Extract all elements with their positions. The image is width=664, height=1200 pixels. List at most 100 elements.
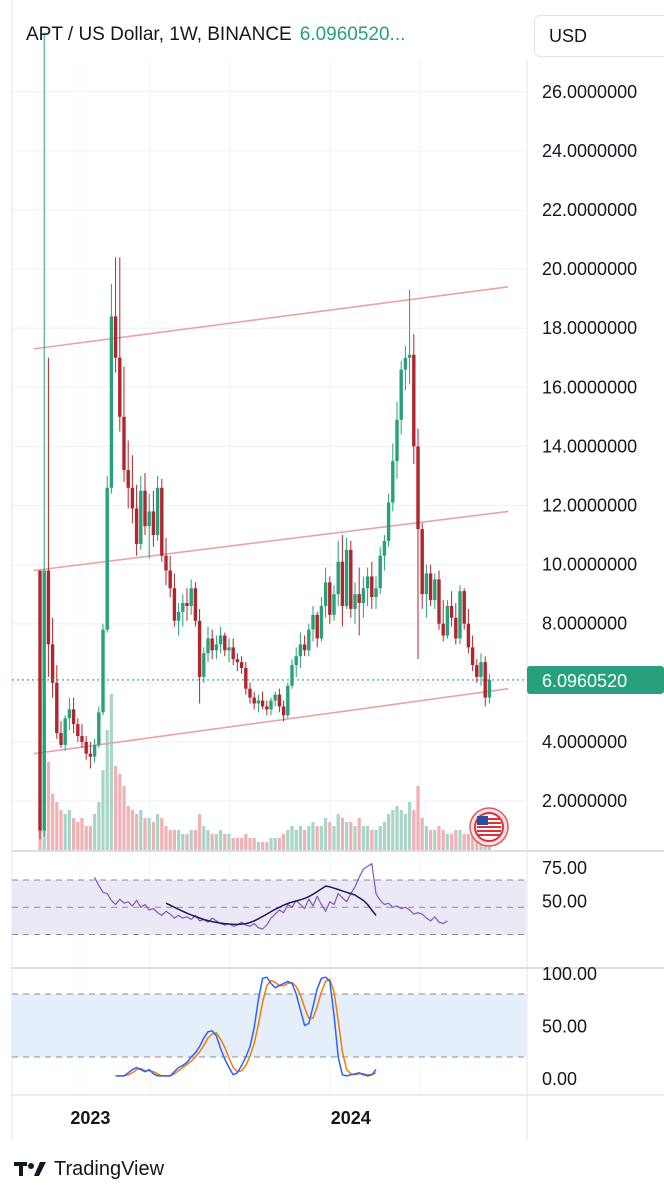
candle-body xyxy=(109,316,114,488)
candle-body xyxy=(113,316,118,358)
currency-unit-button[interactable]: USD xyxy=(534,15,664,57)
candle xyxy=(382,535,387,571)
stoch-axis-label: 100.00 xyxy=(542,964,597,984)
candle-body xyxy=(386,502,391,541)
flag-stripe-icon xyxy=(477,830,501,832)
candle-body xyxy=(84,741,88,754)
candle-body xyxy=(311,614,315,630)
volume-bar xyxy=(349,822,353,850)
volume-bar xyxy=(59,810,63,850)
candle xyxy=(185,588,189,621)
candle xyxy=(483,656,487,707)
candle xyxy=(239,656,244,674)
brand-name: TradingView xyxy=(54,1158,165,1180)
candle xyxy=(50,617,55,698)
candle xyxy=(336,540,340,606)
candle xyxy=(298,632,303,669)
candle-body xyxy=(294,656,298,666)
candle xyxy=(42,32,46,837)
candle-body xyxy=(361,588,366,604)
volume-bar xyxy=(223,834,227,850)
candle-body xyxy=(97,712,101,745)
candle xyxy=(428,564,433,606)
stoch-k-line xyxy=(115,976,377,1077)
volume-bar xyxy=(370,830,374,850)
channel-trendline xyxy=(33,687,509,755)
candle xyxy=(143,472,147,536)
candle-body xyxy=(302,644,307,651)
volume-bar xyxy=(366,826,370,850)
candle xyxy=(286,682,290,719)
candle-body xyxy=(155,487,160,536)
candle xyxy=(449,591,454,627)
candle xyxy=(218,626,223,654)
volume-bar xyxy=(378,826,382,850)
volume-bar xyxy=(126,806,130,850)
candle xyxy=(391,443,395,512)
candle-body xyxy=(466,623,471,648)
candle-body xyxy=(344,549,349,606)
candle xyxy=(67,697,72,731)
candle xyxy=(378,546,382,595)
volume-bar xyxy=(139,810,143,850)
price-axis-label: 8.0000000 xyxy=(542,614,627,634)
candle xyxy=(395,402,399,479)
candle-body xyxy=(92,744,97,757)
candle-body xyxy=(42,570,46,831)
stoch-axis-label: 50.00 xyxy=(542,1017,587,1037)
candle-body xyxy=(407,354,412,358)
volume-bar xyxy=(420,818,424,850)
volume-bar xyxy=(395,806,399,850)
candle-body xyxy=(139,490,143,544)
candle xyxy=(130,455,135,524)
rsi-axis-label: 75.00 xyxy=(542,858,587,878)
volume-bar xyxy=(151,822,155,850)
volume-bar xyxy=(391,810,395,850)
candle-body xyxy=(189,588,193,606)
candle-body xyxy=(370,576,374,598)
candle-body xyxy=(349,549,353,609)
tradingview-logo[interactable]: TradingView xyxy=(14,1158,164,1181)
candle-body xyxy=(424,573,429,595)
volume-bar xyxy=(67,810,71,850)
candle-body xyxy=(176,611,181,621)
volume-bar xyxy=(471,834,475,850)
candle-body xyxy=(239,662,244,669)
candle xyxy=(454,603,458,645)
volume-bar xyxy=(147,818,151,850)
candle-body xyxy=(168,570,172,589)
volume-bar xyxy=(105,730,109,850)
candle-body xyxy=(399,369,403,420)
candle-body xyxy=(231,647,235,660)
candle-body xyxy=(227,647,231,651)
candle-body xyxy=(475,665,479,677)
candle-body xyxy=(181,603,185,612)
candle xyxy=(479,653,483,686)
volume-bar xyxy=(72,818,76,850)
volume-bar xyxy=(177,830,181,850)
candle xyxy=(126,440,130,509)
candle-body xyxy=(235,659,240,663)
candle xyxy=(113,257,118,373)
volume-bar xyxy=(332,826,336,850)
candle xyxy=(139,475,143,550)
candle xyxy=(38,570,42,840)
volume-bar xyxy=(114,766,118,850)
candle-body xyxy=(340,561,345,606)
candle xyxy=(134,484,139,556)
candle xyxy=(416,428,420,660)
candle xyxy=(353,582,357,624)
candle xyxy=(176,603,181,636)
volume-bar xyxy=(193,830,197,850)
volume-bar xyxy=(416,786,420,850)
volume-bar xyxy=(51,794,55,850)
candle-body xyxy=(479,662,483,677)
candle xyxy=(437,570,441,630)
channel-trendline xyxy=(33,510,509,572)
candle xyxy=(441,600,445,642)
price-axis-label: 12.0000000 xyxy=(542,496,637,516)
candle xyxy=(160,478,164,562)
price-axis-label: 18.0000000 xyxy=(542,318,637,338)
candle-body xyxy=(76,724,80,736)
